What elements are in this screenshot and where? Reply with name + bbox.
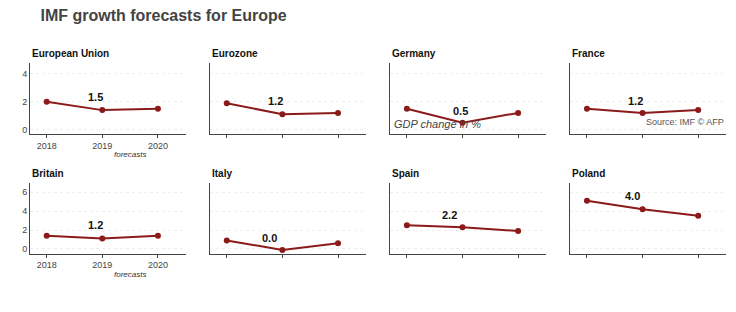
svg-text:6: 6	[22, 187, 27, 197]
svg-text:2018: 2018	[37, 260, 57, 270]
svg-text:forecasts: forecasts	[114, 270, 146, 279]
svg-text:2: 2	[22, 225, 27, 235]
svg-text:Britain: Britain	[32, 168, 64, 179]
svg-text:4: 4	[22, 69, 27, 79]
svg-text:1.2: 1.2	[88, 219, 103, 231]
svg-text:1.5: 1.5	[88, 91, 103, 103]
svg-text:0: 0	[22, 125, 27, 135]
svg-text:4.0: 4.0	[625, 190, 640, 202]
svg-text:Poland: Poland	[572, 168, 605, 179]
svg-text:2020: 2020	[148, 141, 168, 151]
svg-text:2019: 2019	[92, 260, 112, 270]
svg-text:2019: 2019	[92, 141, 112, 151]
svg-text:2018: 2018	[37, 141, 57, 151]
svg-text:4: 4	[22, 206, 27, 216]
svg-text:0.0: 0.0	[262, 232, 277, 244]
svg-text:Germany: Germany	[392, 48, 436, 59]
svg-text:IMF growth forecasts for Europ: IMF growth forecasts for Europe	[40, 7, 286, 24]
svg-text:1.2: 1.2	[268, 95, 283, 107]
svg-text:0: 0	[22, 244, 27, 254]
svg-text:1.2: 1.2	[628, 95, 643, 107]
svg-text:2.2: 2.2	[442, 209, 457, 221]
svg-text:forecasts: forecasts	[114, 150, 146, 159]
svg-text:Source: IMF © AFP: Source: IMF © AFP	[646, 117, 724, 127]
svg-text:Spain: Spain	[392, 168, 419, 179]
svg-text:2: 2	[22, 97, 27, 107]
svg-text:Eurozone: Eurozone	[212, 48, 258, 59]
svg-text:GDP change in %: GDP change in %	[394, 118, 481, 130]
svg-text:France: France	[572, 48, 605, 59]
svg-text:2020: 2020	[148, 260, 168, 270]
svg-text:Italy: Italy	[212, 168, 232, 179]
svg-text:European Union: European Union	[32, 48, 109, 59]
svg-text:0.5: 0.5	[453, 105, 468, 117]
